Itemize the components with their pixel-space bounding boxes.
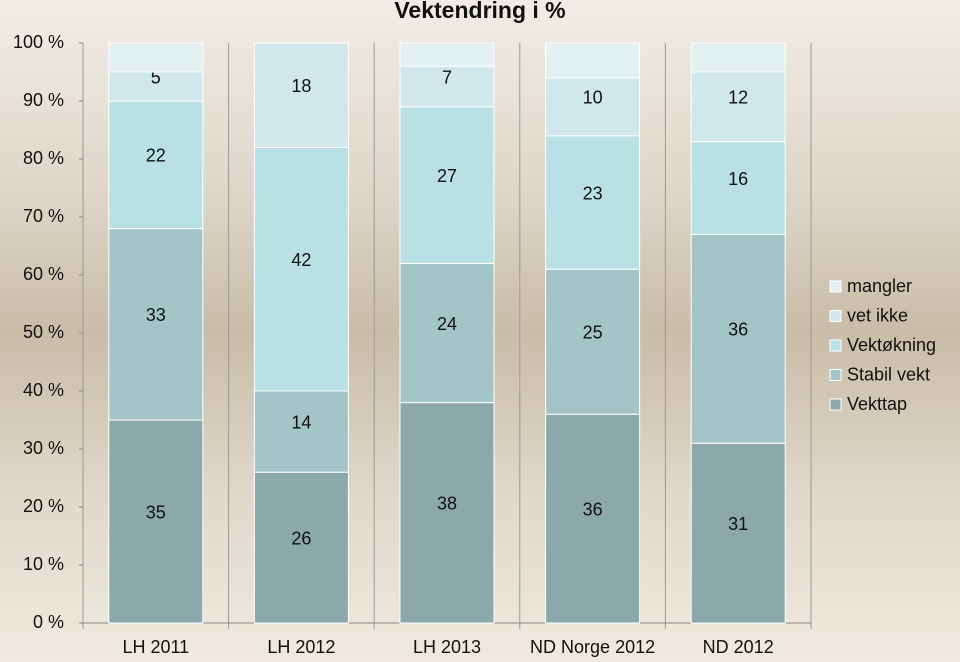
y-tick-label: 60 % [23,264,64,284]
y-tick-label: 70 % [23,206,64,226]
bar-segment [253,42,349,148]
bar-segment [690,233,786,444]
value-label: 33 [146,305,166,325]
value-label: 5 [151,67,161,87]
bar-segment [399,65,495,108]
bar-segment [108,419,204,624]
bar-segment [545,135,641,270]
y-tick-label: 100 % [13,32,64,52]
bar-segment [253,471,349,624]
value-label: 35 [146,502,166,522]
y-tick-label: 30 % [23,438,64,458]
y-tick-label: 50 % [23,322,64,342]
bar-segment [545,77,641,137]
bar-segment [399,106,495,264]
bar-segment [545,268,641,415]
value-label: 26 [291,528,311,548]
bar-segment [690,42,786,73]
value-label: 16 [728,169,748,189]
legend-label: vet ikke [847,305,908,325]
y-tick-label: 80 % [23,148,64,168]
x-tick-label: ND 2012 [703,637,774,657]
y-tick-label: 40 % [23,380,64,400]
bar-segment [545,413,641,624]
legend-label: Vektøkning [847,335,936,355]
value-label: 27 [437,166,457,186]
bar-segment [545,42,641,79]
bar-segment [108,100,204,230]
legend-swatch [829,369,842,381]
value-label: 31 [728,514,748,534]
legend-label: Vekttap [847,394,907,414]
bar-segment [108,42,204,73]
value-label: 42 [291,250,311,270]
bar-segment [253,146,349,392]
y-tick-label: 20 % [23,496,64,516]
value-label: 23 [583,183,603,203]
x-tick-label: LH 2013 [413,637,481,657]
value-label: 7 [442,67,452,87]
chart-title: Vektendring i % [394,0,565,23]
bar-segment [690,71,786,143]
value-label: 36 [583,499,603,519]
value-label: 10 [583,88,603,108]
y-tick-label: 90 % [23,90,64,110]
value-label: 12 [728,88,748,108]
x-tick-label: ND Norge 2012 [530,637,655,657]
legend-swatch [829,280,842,293]
value-label: 18 [291,76,311,96]
legend-label: Stabil vekt [847,364,930,384]
x-tick-label: LH 2011 [122,637,189,657]
value-label: 36 [728,320,748,340]
bar-segment [399,402,495,624]
bar-segment [399,42,495,67]
bar-segment [399,262,495,404]
y-tick-label: 0 % [33,612,64,632]
value-label: 22 [146,146,166,166]
legend-swatch [829,310,842,322]
legend-swatch [829,398,842,411]
value-label: 24 [437,314,457,334]
legend-swatch [829,339,842,352]
legend-label: mangler [847,276,912,296]
bar-segment [108,228,204,421]
value-label: 14 [291,412,311,432]
bar-segment [690,442,786,624]
y-tick-label: 10 % [23,554,64,574]
x-tick-label: LH 2012 [267,637,335,657]
value-label: 38 [437,494,457,514]
value-label: 25 [583,322,603,342]
